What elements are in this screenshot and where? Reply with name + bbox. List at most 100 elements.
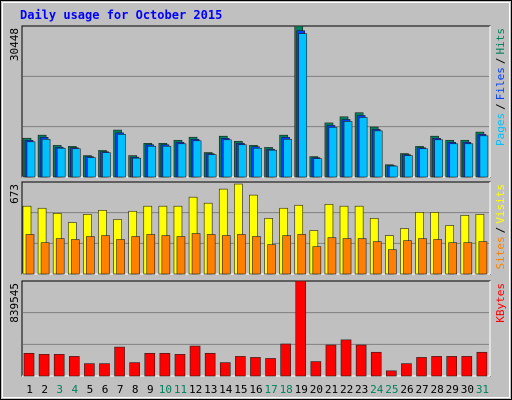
bar bbox=[449, 143, 459, 178]
bar bbox=[87, 157, 96, 178]
bar bbox=[464, 143, 474, 178]
bar bbox=[38, 354, 50, 377]
bar bbox=[71, 148, 81, 178]
y-tick-label: 839545 bbox=[8, 283, 21, 323]
legend-entry: Pages bbox=[494, 113, 507, 146]
x-tick-label: 16 bbox=[249, 383, 262, 396]
bar bbox=[26, 141, 36, 178]
bar bbox=[116, 239, 125, 275]
bar bbox=[237, 234, 246, 275]
bar bbox=[101, 235, 110, 275]
bar bbox=[131, 236, 140, 275]
bar bbox=[265, 358, 276, 377]
bar bbox=[144, 352, 156, 377]
x-tick-label: 30 bbox=[461, 383, 474, 396]
y-tick-label: 30448 bbox=[8, 28, 21, 61]
legend-entry: KBytes bbox=[494, 283, 507, 323]
bar bbox=[174, 354, 186, 377]
bar bbox=[478, 241, 488, 275]
legend-separator: / bbox=[494, 227, 507, 234]
x-tick-label: 25 bbox=[385, 383, 398, 396]
legend-separator: / bbox=[494, 58, 507, 65]
bar bbox=[252, 236, 261, 275]
bar bbox=[433, 239, 442, 275]
bar bbox=[416, 357, 427, 377]
x-tick-label: 7 bbox=[117, 383, 124, 396]
legend-entry: Files bbox=[494, 67, 507, 100]
bar bbox=[418, 238, 427, 275]
bar bbox=[132, 157, 141, 178]
bar bbox=[298, 33, 308, 178]
bar bbox=[25, 234, 35, 275]
bar bbox=[177, 143, 187, 178]
bar bbox=[389, 165, 398, 178]
bar bbox=[84, 363, 95, 377]
bar bbox=[479, 135, 489, 178]
bar bbox=[372, 241, 382, 275]
y-tick-label: 673 bbox=[8, 184, 21, 204]
bar bbox=[355, 344, 367, 377]
bar bbox=[403, 240, 412, 275]
bar bbox=[235, 356, 246, 377]
bar bbox=[388, 249, 397, 275]
bar bbox=[161, 235, 171, 275]
bar bbox=[295, 280, 307, 377]
bar bbox=[267, 244, 276, 275]
bar bbox=[313, 158, 323, 178]
bar bbox=[404, 155, 413, 178]
bar bbox=[358, 117, 368, 178]
bar bbox=[176, 236, 186, 275]
bar bbox=[419, 148, 428, 178]
x-tick-label: 19 bbox=[295, 383, 308, 396]
bar bbox=[268, 149, 277, 178]
bar bbox=[159, 352, 171, 377]
bar bbox=[253, 147, 262, 178]
bar bbox=[325, 344, 337, 377]
x-tick-label: 20 bbox=[310, 383, 323, 396]
bar bbox=[282, 235, 291, 275]
bar bbox=[162, 145, 172, 178]
bar bbox=[401, 363, 412, 377]
bar bbox=[23, 352, 35, 377]
x-tick-label: 14 bbox=[219, 383, 233, 396]
bar bbox=[146, 234, 156, 275]
x-tick-label: 12 bbox=[189, 383, 202, 396]
bar bbox=[250, 357, 261, 377]
bar bbox=[340, 339, 352, 377]
bar bbox=[238, 144, 247, 178]
x-tick-label: 2 bbox=[41, 383, 48, 396]
bar bbox=[114, 346, 125, 377]
bar bbox=[204, 352, 216, 377]
legend: KBytes bbox=[494, 283, 507, 323]
bar bbox=[207, 154, 217, 178]
bar bbox=[280, 343, 291, 377]
x-tick-label: 6 bbox=[102, 383, 109, 396]
bar bbox=[431, 356, 442, 377]
bar bbox=[463, 242, 473, 275]
bar bbox=[328, 127, 338, 178]
bar bbox=[370, 351, 382, 377]
legend: Pages / Files / Hits bbox=[494, 28, 507, 146]
x-tick-label: 1 bbox=[26, 383, 33, 396]
x-tick-label: 9 bbox=[147, 383, 154, 396]
bar bbox=[476, 351, 488, 377]
x-tick-label: 13 bbox=[204, 383, 217, 396]
x-tick-label: 11 bbox=[174, 383, 187, 396]
x-tick-label: 17 bbox=[264, 383, 277, 396]
bar bbox=[219, 362, 231, 377]
x-tick-label: 15 bbox=[234, 383, 247, 396]
bar bbox=[99, 363, 110, 377]
bar bbox=[310, 361, 322, 377]
x-tick-label: 28 bbox=[431, 383, 444, 396]
x-tick-label: 3 bbox=[56, 383, 63, 396]
x-tick-label: 23 bbox=[355, 383, 368, 396]
bar bbox=[129, 362, 140, 377]
legend-entry: Sites bbox=[494, 236, 507, 269]
x-tick-label: 10 bbox=[159, 383, 172, 396]
bar bbox=[312, 246, 322, 275]
legend-separator: / bbox=[494, 103, 507, 110]
x-tick-label: 4 bbox=[72, 383, 79, 396]
bar bbox=[342, 238, 352, 275]
